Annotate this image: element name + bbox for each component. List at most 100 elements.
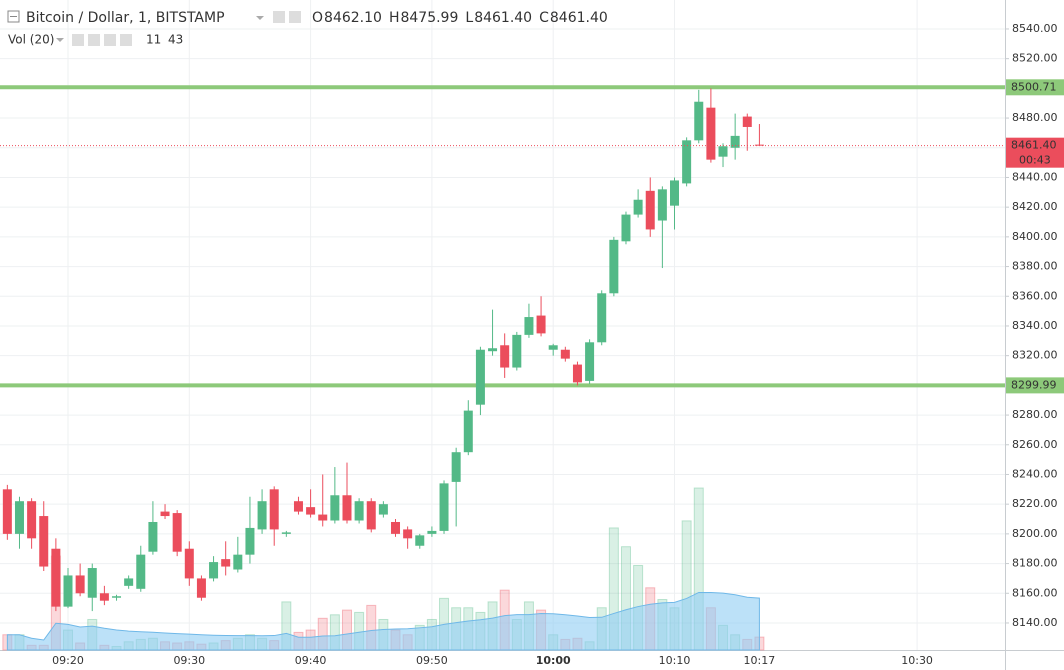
x-tick-label: 09:30 [173,654,205,667]
ohlc-key: O [312,10,323,26]
dropdown-arrow[interactable] [256,16,264,20]
candle-body [318,514,328,521]
legend: Bitcoin / Dollar, 1, BITSTAMP Vol (20) 1… [7,10,608,47]
candle-body [754,144,764,146]
candle-body [330,495,340,521]
volume-last: 11 [146,33,161,47]
y-tick-label: 8280.00 [1012,408,1058,421]
candle-body [148,521,158,552]
candle-body [488,348,498,352]
candle-body [585,342,595,381]
candle-body [694,101,704,141]
y-tick-label: 8400.00 [1012,230,1058,243]
add-icon[interactable] [104,34,116,46]
ohlc-key: C [539,10,549,26]
candle-body [560,349,570,359]
candle-body [645,190,655,230]
y-tick-label: 8420.00 [1012,200,1058,213]
candle-body [706,107,716,160]
x-tick-label: 09:40 [295,654,327,667]
axes: 8140.00 8160.00 8180.00 8200.00 8220.00 8240.… [52,22,1064,667]
candle-body [354,501,364,521]
candle-body [633,199,643,215]
current-time-label: 10:17 [744,654,776,667]
candle-body [670,180,679,206]
candle-body [196,578,206,598]
ohlc-value: 8461.40 [550,10,608,26]
ohlc-value: 8462.10 [324,10,382,26]
level-label: 8500.71 [1011,80,1057,93]
candle-body [281,532,291,534]
x-tick-label: 09:50 [416,654,448,667]
ohlc-value: 8461.40 [474,10,532,26]
ohlc-key: H [389,10,400,26]
candle-body [391,521,401,534]
candle-body [112,596,122,598]
y-tick-label: 8200.00 [1012,527,1058,540]
candle-body [2,489,12,534]
candle-body [366,501,376,530]
y-tick-label: 8540.00 [1012,22,1058,35]
candle-body [536,315,546,334]
candle-body [403,529,413,539]
x-tick-label: 10:30 [901,654,933,667]
candle-body [172,513,182,552]
candle-body [597,293,607,343]
candle-body [75,575,85,594]
candle-body [730,135,740,148]
candle-body [415,535,425,546]
y-tick-label: 8140.00 [1012,616,1058,629]
price-label: 8461.40 [1011,139,1057,152]
ohlc-value: 8475.99 [400,10,458,26]
dropdown-arrow[interactable] [56,38,64,42]
candle-body [342,495,352,521]
candle-body [124,578,134,586]
y-tick-label: 8440.00 [1012,170,1058,183]
y-tick-label: 8160.00 [1012,586,1058,599]
y-tick-label: 8320.00 [1012,349,1058,362]
ohlc-key: L [465,10,473,26]
collapse-icon[interactable] [7,10,20,23]
x-tick-label: 10:10 [659,654,691,667]
candle-body [136,554,146,589]
settings-icon[interactable] [72,34,84,46]
chart-title: Bitcoin / Dollar, 1, BITSTAMP [26,10,225,26]
y-tick-label: 8520.00 [1012,52,1058,65]
level-tag [1006,79,1064,96]
candle-body [657,189,667,221]
candle-body [257,501,267,530]
candle-body [209,562,219,579]
y-tick-label: 8260.00 [1012,438,1058,451]
candle-body [39,516,49,567]
candle-body [742,116,752,127]
y-tick-label: 8340.00 [1012,319,1058,332]
candle-body [378,504,388,515]
candle-body [621,214,631,242]
y-tick-label: 8380.00 [1012,260,1058,273]
level-label: 8299.99 [1011,378,1057,391]
candle-body [524,317,534,335]
candle-body [572,364,582,383]
candle-body [269,489,279,530]
candle-body [451,452,461,482]
candle-body [512,334,522,368]
settings-icon[interactable] [273,11,285,23]
candle-body [306,507,316,515]
y-tick-label: 8480.00 [1012,111,1058,124]
x-tick-label: 09:20 [52,654,84,667]
candle-body [51,548,61,607]
candle-body [184,548,194,579]
volume-pane [2,487,765,651]
countdown-label: 00:43 [1019,154,1051,167]
candle-body [293,501,303,512]
candle-body [500,345,510,368]
candle-body [245,527,255,555]
candle-body [609,239,619,294]
candle-body [439,483,449,531]
y-tick-label: 8220.00 [1012,497,1058,510]
source-icon[interactable] [88,34,100,46]
hide-icon[interactable] [289,11,301,23]
candle-body [99,593,109,601]
remove-icon[interactable] [120,34,132,46]
